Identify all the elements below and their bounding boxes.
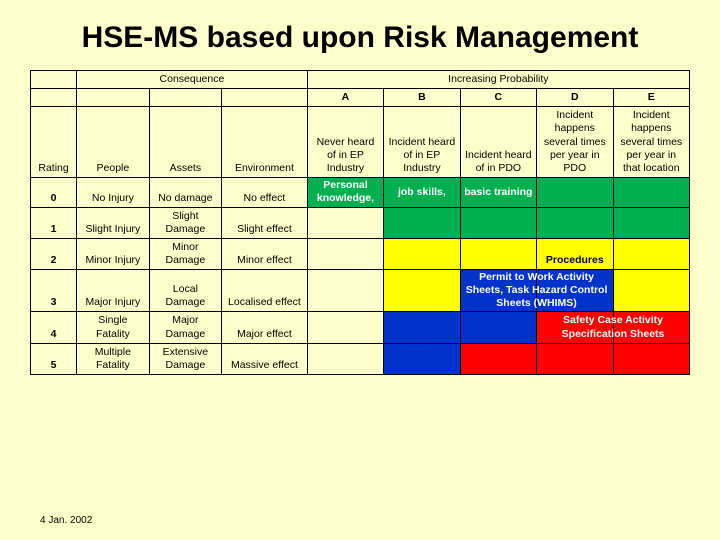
header-col-b: B (384, 89, 460, 107)
cell-r5-c3 (537, 343, 613, 374)
cell-r4-c1 (384, 312, 460, 343)
cell-r5-c1 (384, 343, 460, 374)
header-desc-a: Never heard of in EP Industry (307, 107, 383, 178)
footer-date: 4 Jan. 2002 (40, 515, 92, 526)
env-0: No effect (222, 177, 308, 207)
header-desc-c: Incident heard of in PDO (460, 107, 536, 178)
people-4: Single Fatality (77, 312, 149, 343)
cell-r3-c1 (384, 270, 460, 312)
cell-r5-c4 (613, 343, 690, 374)
header-col-c: C (460, 89, 536, 107)
cell-r4-c0 (307, 312, 383, 343)
cell-r0-c4 (613, 177, 690, 207)
cell-r0-c3 (537, 177, 613, 207)
cell-r1-c2 (460, 207, 536, 238)
cell-r2-c4 (613, 239, 690, 270)
people-5: Multiple Fatality (77, 343, 149, 374)
cell-r3-c0 (307, 270, 383, 312)
assets-1: Slight Damage (149, 207, 221, 238)
rating-4: 4 (31, 312, 77, 343)
rating-5: 5 (31, 343, 77, 374)
rating-2: 2 (31, 239, 77, 270)
rating-0: 0 (31, 177, 77, 207)
cell-r1-c3 (537, 207, 613, 238)
cell-r4-c3 (537, 312, 613, 343)
cell-r3-c3 (537, 270, 613, 312)
cell-r4-c4 (613, 312, 690, 343)
cell-r0-c2 (460, 177, 536, 207)
assets-2: Minor Damage (149, 239, 221, 270)
header-desc-b: Incident heard of in EP Industry (384, 107, 460, 178)
env-5: Massive effect (222, 343, 308, 374)
cell-r2-c2 (460, 239, 536, 270)
assets-3: Local Damage (149, 270, 221, 312)
header-increasing-probability: Increasing Probability (307, 71, 689, 89)
cell-r3-c2 (460, 270, 536, 312)
people-1: Slight Injury (77, 207, 149, 238)
cell-r0-c0 (307, 177, 383, 207)
header-col-d: D (537, 89, 613, 107)
cell-r2-c3: Procedures (537, 239, 613, 270)
header-assets: Assets (149, 107, 221, 178)
cell-r1-c0 (307, 207, 383, 238)
cell-r0-c1 (384, 177, 460, 207)
header-desc-e: Incident happens several times per year … (613, 107, 690, 178)
header-rating: Rating (31, 107, 77, 178)
cell-r3-c4 (613, 270, 690, 312)
cell-r4-c2 (460, 312, 536, 343)
risk-matrix-container: ConsequenceIncreasing ProbabilityABCDE Ra… (30, 70, 690, 375)
cell-r1-c1 (384, 207, 460, 238)
cell-r5-c2 (460, 343, 536, 374)
rating-3: 3 (31, 270, 77, 312)
assets-0: No damage (149, 177, 221, 207)
env-1: Slight effect (222, 207, 308, 238)
cell-r2-c0 (307, 239, 383, 270)
env-2: Minor effect (222, 239, 308, 270)
assets-4: Major Damage (149, 312, 221, 343)
assets-5: Extensive Damage (149, 343, 221, 374)
header-desc-d: Incident happens several times per year … (537, 107, 613, 178)
risk-matrix-table: ConsequenceIncreasing ProbabilityABCDE Ra… (30, 70, 690, 375)
cell-r1-c4 (613, 207, 690, 238)
header-consequence: Consequence (77, 71, 308, 89)
people-2: Minor Injury (77, 239, 149, 270)
cell-r5-c0 (307, 343, 383, 374)
env-4: Major effect (222, 312, 308, 343)
page-title: HSE-MS based upon Risk Management (30, 20, 690, 56)
header-environment: Environment (222, 107, 308, 178)
header-people: People (77, 107, 149, 178)
header-col-e: E (613, 89, 690, 107)
people-0: No Injury (77, 177, 149, 207)
rating-1: 1 (31, 207, 77, 238)
env-3: Localised effect (222, 270, 308, 312)
cell-r2-c1 (384, 239, 460, 270)
header-col-a: A (307, 89, 383, 107)
people-3: Major Injury (77, 270, 149, 312)
